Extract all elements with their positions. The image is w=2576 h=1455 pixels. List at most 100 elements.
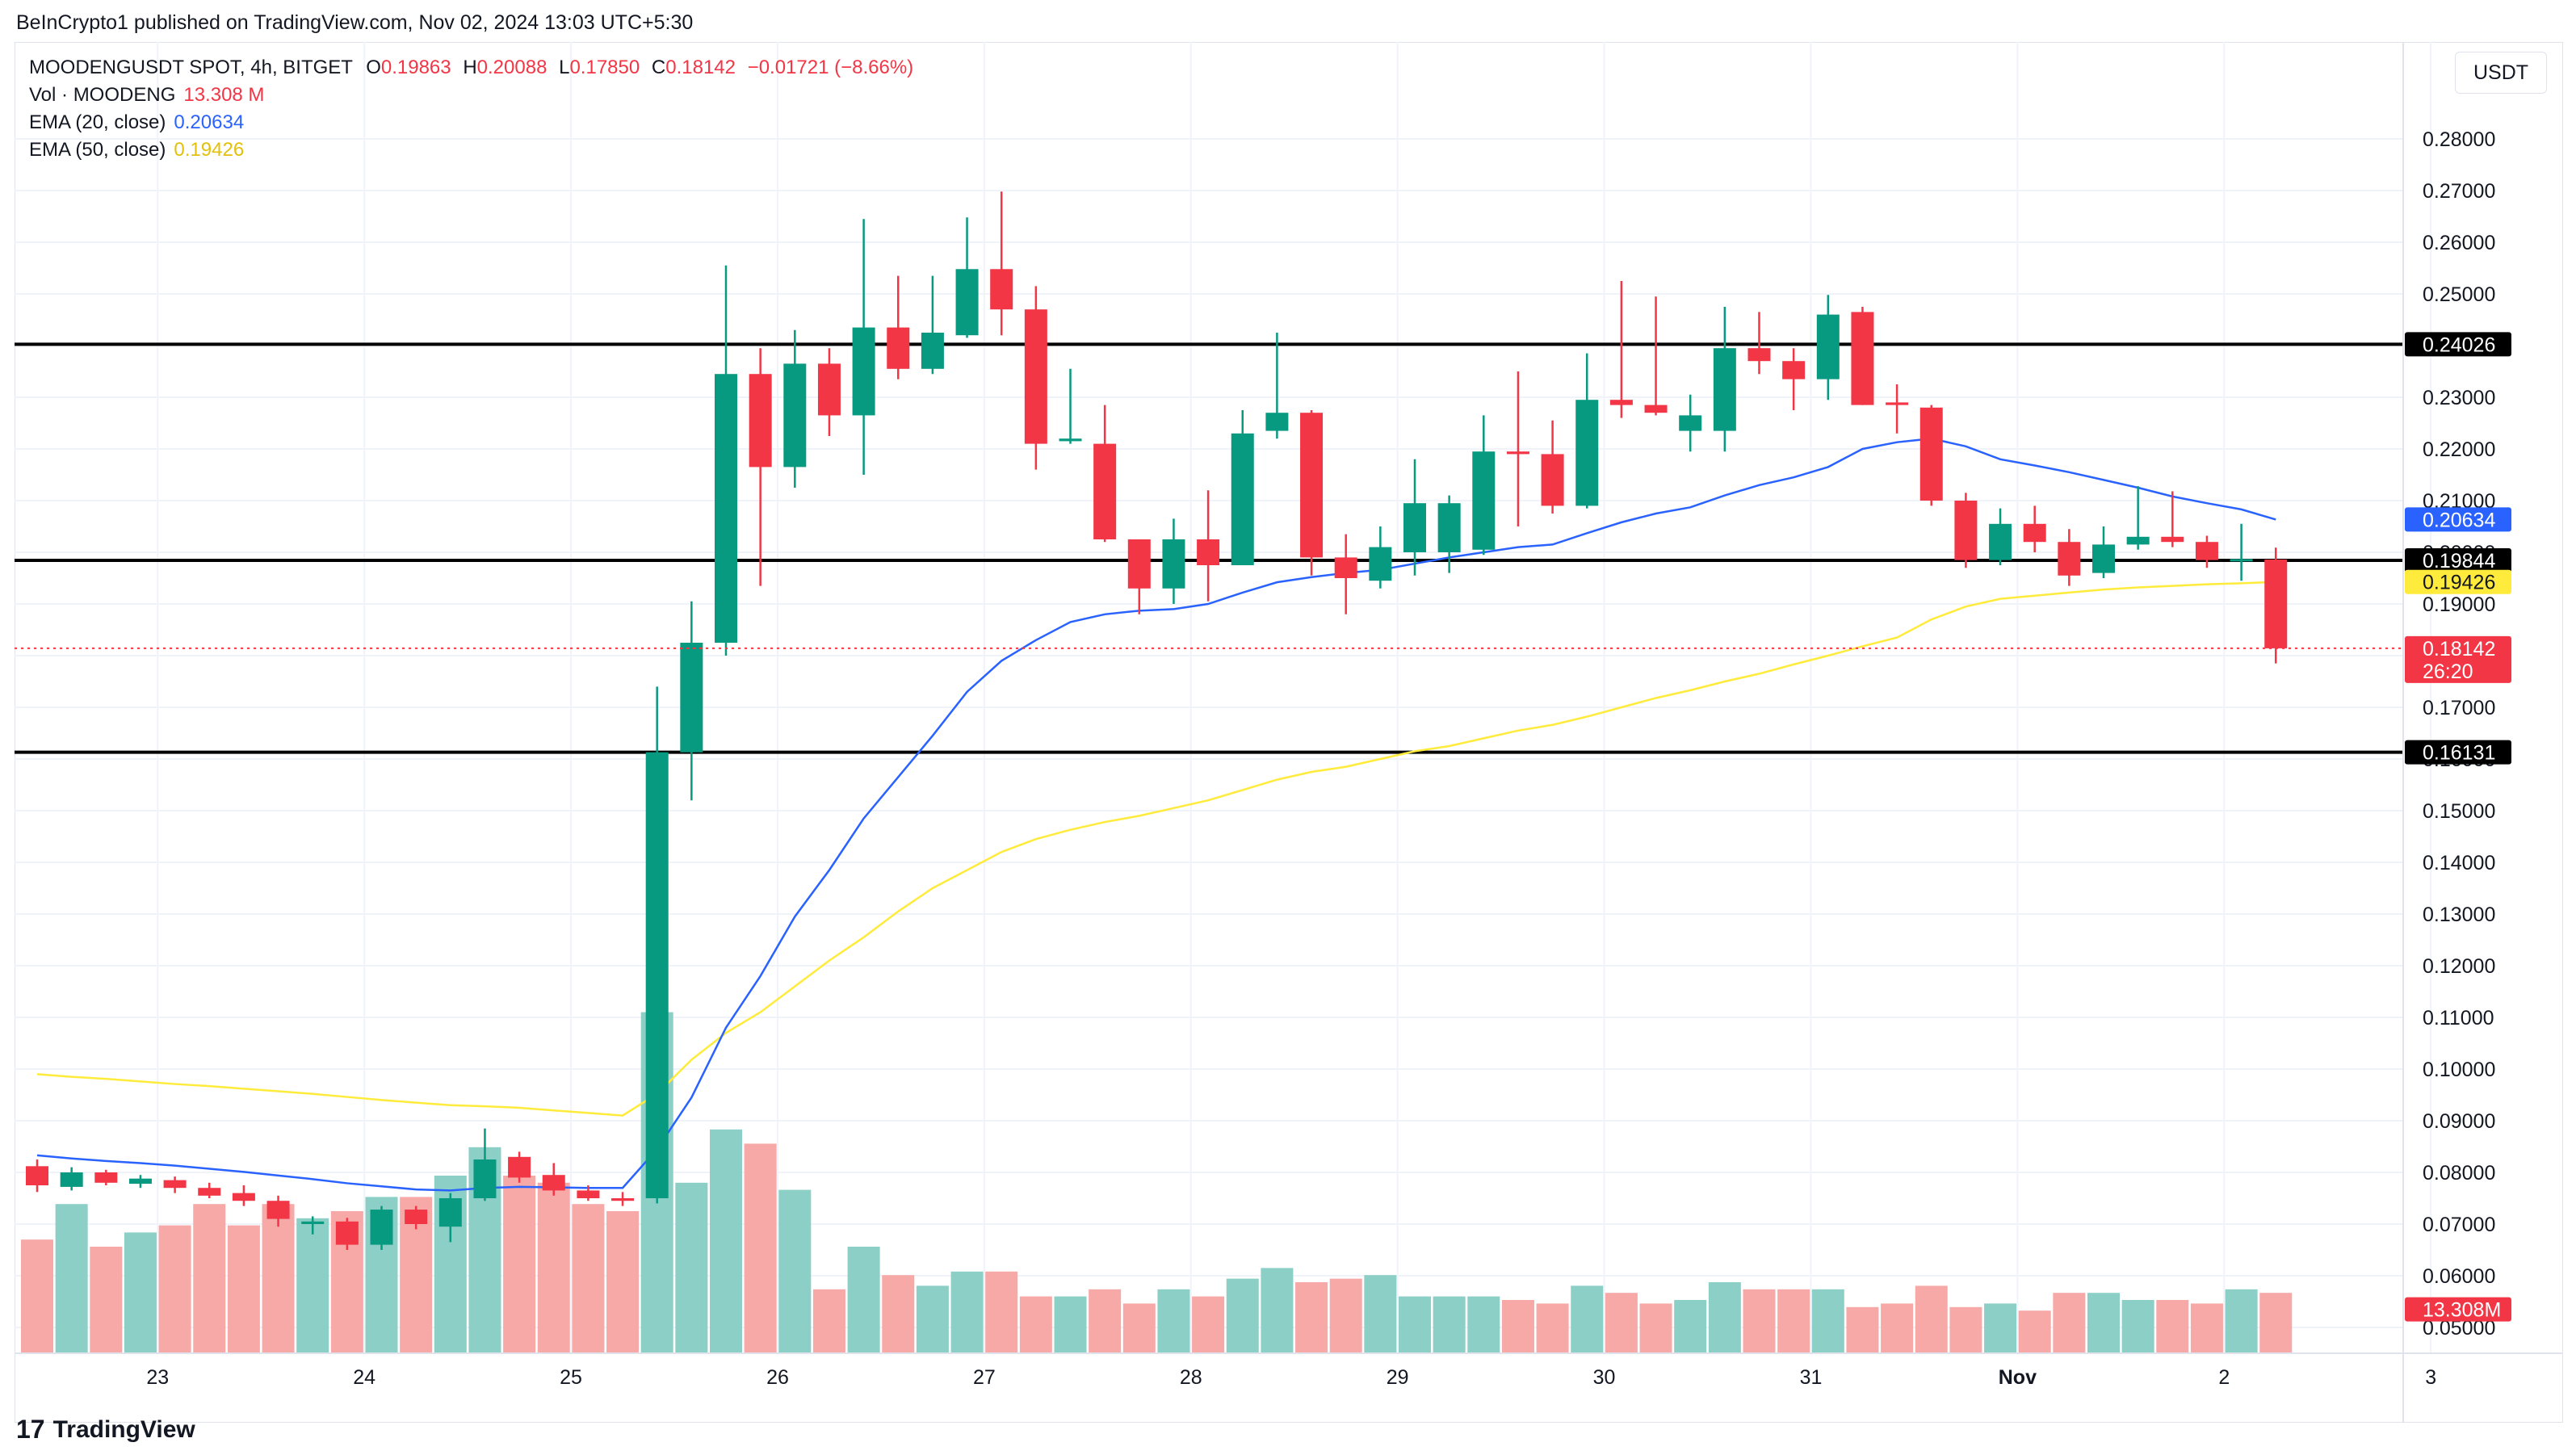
candle-body[interactable] bbox=[1954, 501, 1978, 560]
volume-bar bbox=[1433, 1296, 1466, 1353]
candle-body[interactable] bbox=[438, 1198, 462, 1227]
time-tick-label: 31 bbox=[1800, 1366, 1823, 1389]
tradingview-logo[interactable]: 17 TradingView bbox=[16, 1415, 195, 1445]
candle-body[interactable] bbox=[1644, 405, 1668, 413]
candle-body[interactable] bbox=[990, 269, 1013, 310]
volume-bar bbox=[227, 1225, 260, 1353]
candle-body[interactable] bbox=[680, 643, 703, 753]
candle-body[interactable] bbox=[783, 363, 807, 468]
candle-body[interactable] bbox=[1231, 433, 1254, 565]
candle-body[interactable] bbox=[198, 1188, 221, 1196]
candle-body[interactable] bbox=[1369, 547, 1392, 581]
candle-body[interactable] bbox=[921, 333, 944, 369]
candle-body[interactable] bbox=[1816, 314, 1840, 379]
candle-body[interactable] bbox=[577, 1190, 600, 1198]
candle-body[interactable] bbox=[1575, 400, 1599, 506]
price-tick-label: 0.09000 bbox=[2423, 1110, 2495, 1133]
candle-body[interactable] bbox=[852, 327, 875, 416]
candle-body[interactable] bbox=[1300, 413, 1324, 558]
volume-bar bbox=[1054, 1296, 1087, 1353]
price-tick-label: 0.06000 bbox=[2423, 1265, 2495, 1288]
candle-body[interactable] bbox=[94, 1172, 118, 1183]
ema20-polyline[interactable] bbox=[36, 437, 2276, 1192]
level-mid-label: 0.19844 bbox=[2423, 550, 2495, 572]
candle-body[interactable] bbox=[1472, 451, 1496, 550]
candle-body[interactable] bbox=[2058, 542, 2081, 576]
candle-body[interactable] bbox=[2195, 542, 2218, 560]
candles bbox=[26, 191, 2288, 1250]
candle-body[interactable] bbox=[2230, 559, 2253, 562]
candle-body[interactable] bbox=[1886, 402, 1909, 405]
candle-body[interactable] bbox=[715, 374, 737, 643]
tradingview-logo-text: TradingView bbox=[52, 1415, 195, 1443]
price-tick-label: 0.22000 bbox=[2423, 438, 2495, 461]
volume-bar bbox=[1364, 1275, 1397, 1353]
candle-body[interactable] bbox=[1541, 454, 1564, 506]
candle-body[interactable] bbox=[2092, 544, 2115, 573]
volume-bar bbox=[124, 1232, 157, 1353]
volume-bar bbox=[537, 1182, 570, 1353]
candle-body[interactable] bbox=[232, 1193, 255, 1201]
candle-body[interactable] bbox=[128, 1178, 152, 1185]
price-tick-label: 0.15000 bbox=[2423, 800, 2495, 823]
candle-body[interactable] bbox=[1437, 503, 1461, 552]
candle-body[interactable] bbox=[817, 363, 841, 416]
candle-body[interactable] bbox=[1851, 312, 1874, 405]
legend-vol-label: Vol · MOODENG bbox=[29, 84, 176, 106]
volume-bar bbox=[1571, 1285, 1604, 1353]
candle-body[interactable] bbox=[1093, 443, 1117, 539]
candle-body[interactable] bbox=[1197, 539, 1220, 565]
candle-body[interactable] bbox=[370, 1210, 393, 1245]
candle-body[interactable] bbox=[1403, 503, 1426, 552]
candle-body[interactable] bbox=[301, 1221, 325, 1224]
legend-ema50: EMA (50, close) 0.19426 bbox=[29, 139, 244, 161]
candle-body[interactable] bbox=[2126, 536, 2150, 545]
candle-body[interactable] bbox=[1506, 451, 1529, 455]
candle-body[interactable] bbox=[1059, 438, 1082, 442]
candle-body[interactable] bbox=[1162, 539, 1185, 589]
ema50-polyline[interactable] bbox=[36, 581, 2276, 1117]
candle-body[interactable] bbox=[611, 1198, 635, 1201]
candle-body[interactable] bbox=[749, 374, 772, 468]
candle-body[interactable] bbox=[1265, 413, 1289, 431]
candle-body[interactable] bbox=[26, 1166, 48, 1185]
volume-bar bbox=[1915, 1285, 1948, 1353]
candle-body[interactable] bbox=[955, 269, 979, 336]
candle-body[interactable] bbox=[1919, 407, 1943, 501]
chart-frame[interactable] bbox=[15, 42, 2563, 1423]
volume-bar bbox=[882, 1275, 915, 1353]
candle-body[interactable] bbox=[1024, 309, 1047, 444]
last-price-label-bg bbox=[2405, 635, 2511, 683]
candle-body[interactable] bbox=[887, 327, 910, 369]
candle-body[interactable] bbox=[163, 1180, 187, 1189]
candle-body[interactable] bbox=[1782, 361, 1806, 379]
candle-body[interactable] bbox=[473, 1159, 497, 1198]
price-tick-label: 0.23000 bbox=[2423, 387, 2495, 409]
candle-body[interactable] bbox=[1679, 415, 1702, 431]
candle-body[interactable] bbox=[266, 1201, 290, 1219]
tradingview-logo-icon: 17 bbox=[16, 1415, 45, 1444]
price-tick-label: 0.12000 bbox=[2423, 955, 2495, 978]
volume-bar bbox=[572, 1204, 605, 1353]
volume-bar bbox=[1295, 1282, 1328, 1353]
candle-body[interactable] bbox=[405, 1210, 428, 1224]
currency-button[interactable]: USDT bbox=[2455, 52, 2547, 94]
volume-bars bbox=[21, 1012, 2293, 1353]
candle-body[interactable] bbox=[1713, 348, 1736, 431]
candle-body[interactable] bbox=[60, 1172, 83, 1187]
candle-body[interactable] bbox=[335, 1221, 359, 1245]
candle-body[interactable] bbox=[2161, 536, 2184, 543]
candle-body[interactable] bbox=[1747, 348, 1771, 362]
candle-body[interactable] bbox=[645, 752, 669, 1198]
candle-body[interactable] bbox=[2023, 523, 2046, 543]
candle-body[interactable] bbox=[542, 1175, 565, 1191]
candle-body[interactable] bbox=[1609, 400, 1633, 405]
candle-body[interactable] bbox=[508, 1156, 531, 1178]
candle-body[interactable] bbox=[1989, 523, 2012, 560]
candle-body[interactable] bbox=[2264, 559, 2288, 648]
candle-body[interactable] bbox=[1334, 557, 1357, 578]
volume-bar bbox=[985, 1271, 1018, 1353]
candle-body[interactable] bbox=[1127, 539, 1151, 589]
volume-bar bbox=[2087, 1293, 2120, 1353]
